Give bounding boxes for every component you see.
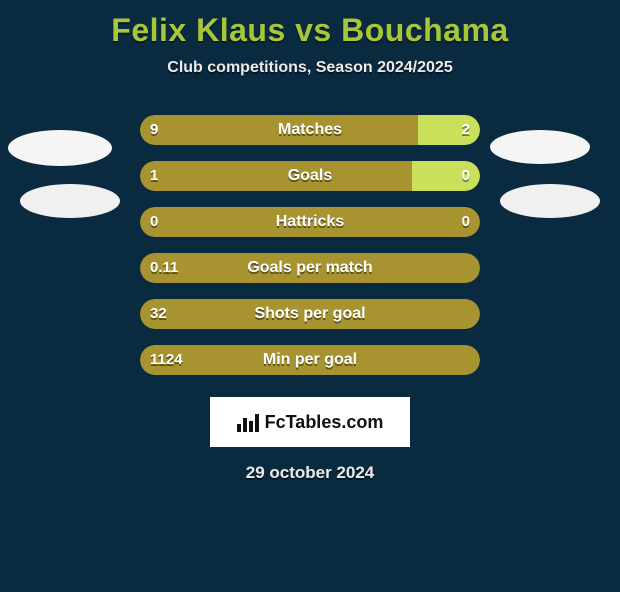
club-logo-placeholder [490,130,590,164]
stat-bar [140,299,480,329]
stat-bar [140,207,480,237]
stat-bar [140,115,480,145]
club-logo-placeholder [500,184,600,218]
stat-row: Goals per match0.11 [0,253,620,283]
stat-row: Min per goal1124 [0,345,620,375]
stat-bar-left [140,253,480,283]
club-logo-placeholder [20,184,120,218]
stat-bar [140,161,480,191]
stat-bar [140,253,480,283]
date-label: 29 october 2024 [0,463,620,483]
stat-bar-left [140,207,480,237]
bar-chart-icon [237,412,259,432]
stat-row: Shots per goal32 [0,299,620,329]
stat-bar-left [140,161,412,191]
stat-bar-right [418,115,480,145]
stat-bar-left [140,345,480,375]
stat-bar [140,345,480,375]
stat-bar-right [412,161,480,191]
logo-text: FcTables.com [265,412,384,433]
page-title: Felix Klaus vs Bouchama [0,12,620,49]
subtitle: Club competitions, Season 2024/2025 [0,59,620,77]
club-logo-placeholder [8,130,112,166]
stat-bar-left [140,299,480,329]
logo-box: FcTables.com [210,397,410,447]
stat-bar-left [140,115,418,145]
